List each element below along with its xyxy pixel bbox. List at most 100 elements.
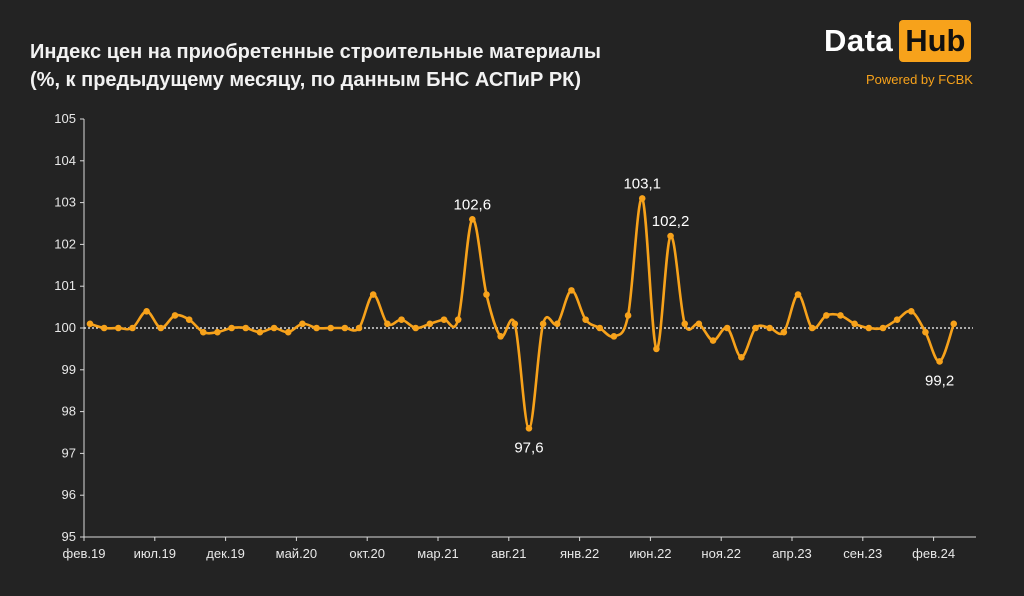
data-point bbox=[539, 320, 547, 328]
y-tick-label: 99 bbox=[62, 362, 76, 377]
data-point bbox=[695, 320, 703, 328]
x-tick-label: апр.23 bbox=[772, 546, 812, 561]
data-point bbox=[185, 316, 193, 323]
x-tick-label: окт.20 bbox=[349, 546, 385, 561]
data-point bbox=[299, 320, 306, 328]
y-tick-label: 101 bbox=[54, 278, 76, 293]
data-point bbox=[653, 345, 660, 353]
data-point bbox=[794, 291, 802, 298]
chart-title-line1: Индекс цен на приобретенные строительные… bbox=[30, 41, 601, 63]
datahub-logo: Data Hub bbox=[824, 20, 972, 62]
data-point bbox=[412, 324, 419, 332]
data-point bbox=[369, 291, 377, 298]
data-point bbox=[907, 307, 915, 315]
chart-title: Индекс цен на приобретенные строительные… bbox=[30, 38, 601, 94]
data-point bbox=[398, 316, 405, 323]
x-tick-label: сен.23 bbox=[843, 546, 882, 561]
y-tick-label: 97 bbox=[62, 445, 76, 460]
data-label: 99,2 bbox=[925, 372, 954, 389]
data-point bbox=[851, 320, 858, 328]
data-labels-group: 102,6 97,6 103,1 102,2 99,2 bbox=[454, 175, 955, 456]
data-point bbox=[624, 312, 632, 319]
chart-title-line2: (%, к предыдущему месяцу, по данным БНС … bbox=[30, 69, 582, 91]
logo-word-hub: Hub bbox=[899, 20, 972, 62]
data-point bbox=[454, 316, 462, 323]
data-point bbox=[893, 316, 901, 323]
x-tick-label: ноя.22 bbox=[701, 546, 741, 561]
data-point bbox=[525, 425, 533, 432]
data-point bbox=[667, 232, 674, 240]
data-point bbox=[497, 333, 504, 340]
data-point bbox=[256, 328, 264, 336]
data-point bbox=[469, 216, 476, 223]
x-tick-label: дек.19 bbox=[206, 546, 245, 561]
data-point bbox=[638, 195, 646, 202]
data-point bbox=[681, 320, 689, 328]
data-point bbox=[171, 312, 179, 319]
x-tick-label: июл.19 bbox=[134, 546, 176, 561]
data-point bbox=[879, 324, 887, 332]
data-point bbox=[483, 291, 490, 298]
data-point bbox=[709, 337, 717, 344]
x-tick-label: мар.21 bbox=[417, 546, 458, 561]
y-tick-label: 103 bbox=[54, 195, 76, 210]
data-point bbox=[157, 324, 165, 332]
y-tick-label: 98 bbox=[62, 404, 76, 419]
data-point bbox=[823, 312, 830, 319]
x-tick-label: авг.21 bbox=[491, 546, 526, 561]
data-point bbox=[582, 316, 589, 323]
y-tick-label: 96 bbox=[62, 487, 76, 502]
data-point bbox=[780, 328, 788, 336]
data-point bbox=[86, 320, 94, 328]
data-label: 103,1 bbox=[623, 175, 661, 192]
data-point bbox=[228, 324, 235, 332]
x-tick-label: июн.22 bbox=[629, 546, 671, 561]
data-label: 97,6 bbox=[514, 439, 543, 456]
y-tick-label: 100 bbox=[54, 320, 76, 335]
data-point bbox=[284, 328, 292, 336]
x-tick-label: янв.22 bbox=[560, 546, 599, 561]
data-label: 102,6 bbox=[454, 196, 492, 213]
powered-by-label: Powered by FCBK bbox=[866, 72, 973, 87]
data-label: 102,2 bbox=[652, 213, 690, 230]
data-point bbox=[865, 324, 873, 332]
data-point bbox=[808, 324, 816, 332]
data-point bbox=[214, 328, 221, 336]
chart-axes: 95 96 97 98 99 100 101 102 103 104 105 фев.19 июл.19… bbox=[54, 111, 976, 561]
data-point bbox=[384, 320, 391, 328]
data-point bbox=[738, 353, 745, 361]
data-point bbox=[426, 320, 434, 328]
data-point bbox=[936, 358, 943, 365]
y-tick-label: 95 bbox=[62, 529, 76, 544]
logo-word-data: Data bbox=[824, 23, 894, 58]
data-point bbox=[327, 324, 335, 332]
data-point bbox=[837, 312, 844, 319]
data-point bbox=[355, 324, 363, 332]
data-point bbox=[596, 324, 604, 332]
data-point bbox=[341, 324, 349, 332]
x-tick-label: май.20 bbox=[276, 546, 318, 561]
y-tick-label: 105 bbox=[54, 111, 76, 126]
data-point bbox=[723, 324, 731, 332]
data-point bbox=[766, 324, 773, 332]
y-tick-label: 104 bbox=[54, 153, 76, 168]
data-point bbox=[610, 333, 618, 340]
data-point bbox=[313, 324, 320, 332]
data-point bbox=[752, 324, 759, 332]
data-point bbox=[129, 324, 136, 332]
data-point bbox=[553, 320, 561, 328]
data-point bbox=[922, 328, 929, 336]
data-point bbox=[568, 287, 575, 294]
data-point bbox=[100, 324, 108, 332]
data-point bbox=[115, 324, 122, 332]
series-group bbox=[86, 195, 958, 432]
data-point bbox=[242, 324, 250, 332]
data-point bbox=[440, 316, 448, 323]
data-point bbox=[511, 320, 519, 328]
x-tick-label: фев.19 bbox=[63, 546, 106, 561]
data-point bbox=[143, 307, 150, 315]
data-point bbox=[950, 320, 958, 328]
x-tick-label: фев.24 bbox=[912, 546, 955, 561]
data-point bbox=[199, 328, 207, 336]
